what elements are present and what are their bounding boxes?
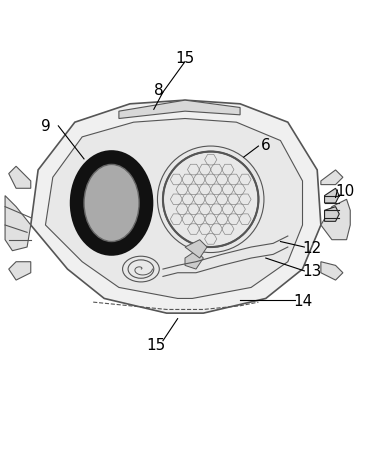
Polygon shape [321,200,350,240]
Polygon shape [321,170,343,185]
Polygon shape [119,101,240,119]
Polygon shape [324,189,339,203]
Polygon shape [46,119,303,299]
Polygon shape [185,251,204,269]
Text: 12: 12 [302,240,321,255]
Text: 15: 15 [146,337,165,352]
Text: 14: 14 [293,293,312,308]
Circle shape [163,152,258,248]
Polygon shape [9,262,31,281]
Polygon shape [31,101,321,313]
Polygon shape [321,262,343,281]
Text: 6: 6 [261,138,271,152]
Polygon shape [5,196,31,251]
Ellipse shape [71,152,152,255]
Polygon shape [9,167,31,189]
Polygon shape [185,240,207,258]
Ellipse shape [84,165,139,242]
Text: 13: 13 [302,264,322,279]
Polygon shape [324,207,339,222]
Text: 8: 8 [155,83,164,97]
Text: 10: 10 [335,183,354,198]
Text: 9: 9 [41,119,50,134]
Text: 15: 15 [175,51,195,66]
